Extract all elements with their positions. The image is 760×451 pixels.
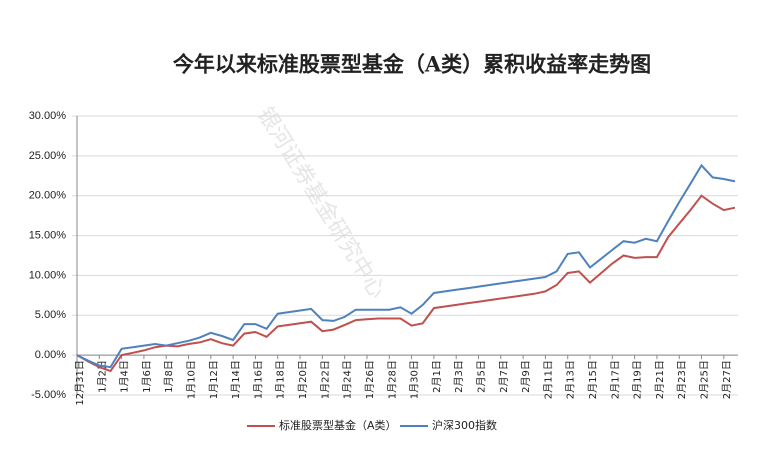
x-tick-label: 2月13日 <box>565 360 577 399</box>
legend-label: 沪深300指数 <box>432 418 497 432</box>
x-tick-label: 2月7日 <box>498 360 510 393</box>
y-tick-label: 30.00% <box>29 110 67 122</box>
x-tick-label: 1月6日 <box>141 360 153 393</box>
x-tick-label: 1月8日 <box>163 360 175 393</box>
y-tick-label: 10.00% <box>29 269 67 281</box>
y-tick-label: -5.00% <box>31 389 66 401</box>
x-tick-label: 2月17日 <box>609 360 621 399</box>
x-tick-label: 1月18日 <box>275 360 287 399</box>
x-tick-label: 1月10日 <box>186 360 198 399</box>
x-tick-label: 2月27日 <box>721 360 733 399</box>
x-tick-label: 1月22日 <box>319 360 331 399</box>
x-tick-label: 2月3日 <box>453 360 465 393</box>
x-tick-label: 2月11日 <box>542 360 554 399</box>
x-tick-label: 2月21日 <box>654 360 666 399</box>
x-tick-label: 2月15日 <box>587 360 599 399</box>
x-tick-label: 2月5日 <box>475 360 487 393</box>
legend-label: 标准股票型基金（A类） <box>279 418 397 432</box>
x-tick-label: 1月16日 <box>252 360 264 399</box>
y-tick-label: 15.00% <box>29 229 67 241</box>
x-tick-label: 2月1日 <box>431 360 443 393</box>
x-tick-label: 1月14日 <box>230 360 242 399</box>
x-tick-label: 2月9日 <box>520 360 532 393</box>
y-tick-label: 25.00% <box>29 150 67 162</box>
x-tick-label: 2月25日 <box>699 360 711 399</box>
x-tick-label: 1月24日 <box>342 360 354 399</box>
x-tick-label: 2月23日 <box>676 360 688 399</box>
watermark: 银河证券基金研究中心 <box>252 103 390 303</box>
x-tick-label: 1月12日 <box>208 360 220 399</box>
x-tick-label: 2月19日 <box>632 360 644 399</box>
x-tick-label: 1月4日 <box>119 360 131 393</box>
series-line <box>76 194 736 373</box>
chart-title: 今年以来标准股票型基金（A类）累积收益率走势图 <box>173 52 651 77</box>
x-tick-label: 1月30日 <box>409 360 421 399</box>
x-tick-label: 12月31日 <box>74 360 86 405</box>
x-tick-label: 1月28日 <box>386 360 398 399</box>
y-tick-label: 20.00% <box>29 190 67 202</box>
series-line <box>76 163 736 369</box>
y-tick-label: 0.00% <box>35 349 66 361</box>
y-tick-label: 5.00% <box>35 309 66 321</box>
x-tick-label: 1月20日 <box>297 360 309 399</box>
x-tick-label: 1月26日 <box>364 360 376 399</box>
